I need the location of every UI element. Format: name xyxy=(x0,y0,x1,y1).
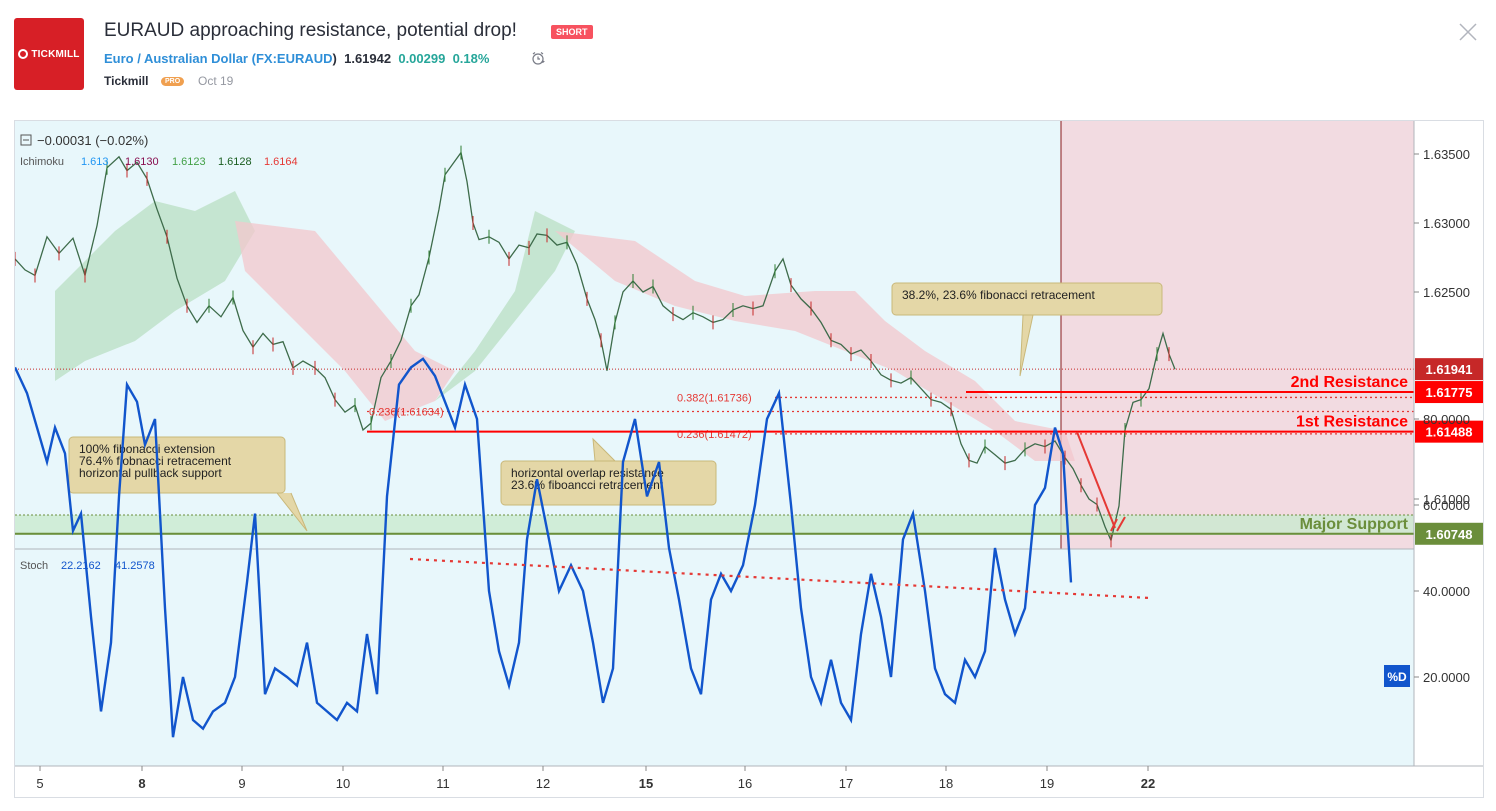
price-series xyxy=(14,151,1176,543)
chart-container[interactable]: 0.382(1.61736) 0.236(1.61634) 0.236(1.6147… xyxy=(13,120,1484,798)
stoch-tick-label: 80.0000 xyxy=(1423,412,1470,427)
callout-text-1-1: 38.2%, 23.6% fibonacci retracement xyxy=(902,288,1095,302)
projection-arrowhead xyxy=(1110,516,1126,532)
chart-canvas[interactable]: 0.382(1.61736)0.236(1.61634)0.236(1.6147… xyxy=(13,121,1483,797)
level-price-tag-1 xyxy=(1415,381,1483,404)
callout-pointer-2 xyxy=(592,437,616,462)
projection-arrow xyxy=(1076,431,1116,529)
idea-title: EURAUD approaching resistance, potential… xyxy=(104,20,517,41)
publish-date: Oct 19 xyxy=(198,74,234,88)
symbol-price: 1.61942 xyxy=(344,51,392,66)
logo-mark-icon xyxy=(18,49,29,59)
current-price-text: 1.61941 xyxy=(1426,362,1473,377)
symbol-change-pct: 0.18% xyxy=(452,51,490,66)
cloud-segment-3 xyxy=(435,211,575,401)
level-price-tag-3 xyxy=(1415,522,1483,545)
idea-header: TICKMILL EURAUD approaching resistance, … xyxy=(0,0,1496,118)
close-icon[interactable] xyxy=(1458,22,1478,42)
indicator-value-2: 1.6130 xyxy=(125,156,159,168)
cloud-segment-4 xyxy=(555,231,1075,461)
publisher-logo[interactable]: TICKMILL xyxy=(14,18,84,90)
stoch-line xyxy=(13,357,1073,738)
legend-stoch: Stoch 22.2162 41.2578 xyxy=(20,560,155,572)
alarm-clock-icon[interactable] xyxy=(531,51,545,65)
time-tick-label: 22 xyxy=(1141,776,1155,791)
time-tick-label: 10 xyxy=(336,776,350,791)
stoch-tick-label: 40.0000 xyxy=(1423,584,1470,599)
indicator-value-5: 1.6164 xyxy=(264,156,298,168)
symbol-code-open: ( xyxy=(251,51,256,66)
level-price-text-2: 1.61488 xyxy=(1426,425,1473,440)
stoch-tick-label: 60.0000 xyxy=(1423,498,1470,513)
axes-layer: 1.63500 1.63000 1.62500 1.61000 80.0000 60.00… xyxy=(36,147,1470,791)
time-tick-label: 9 xyxy=(238,776,245,791)
symbol-code-close: ) xyxy=(332,51,337,66)
symbol-code-link[interactable]: FX:EURAUD xyxy=(255,51,333,66)
price-tick-label: 1.62500 xyxy=(1423,285,1470,300)
symbol-line: Euro / Australian Dollar (FX:EURAUD) 1.6… xyxy=(104,51,489,66)
ichimoku-cloud xyxy=(55,191,1075,461)
time-tick-label: 11 xyxy=(436,776,450,791)
price-tick-label: 1.63000 xyxy=(1423,216,1470,231)
level-price-text-3: 1.60748 xyxy=(1426,527,1473,542)
time-tick-label: 5 xyxy=(36,776,43,791)
author-name[interactable]: Tickmill xyxy=(104,74,149,88)
symbol-name-link[interactable]: Euro / Australian Dollar xyxy=(104,51,248,66)
short-zone xyxy=(1061,121,1414,549)
callout-text-3-2: 76.4% fiobnacci retracement xyxy=(79,454,232,468)
stoch-value-k: 22.2162 xyxy=(61,560,101,572)
indicator-value-1: 1.613 xyxy=(81,156,109,168)
callout-text-2-1: horizontal overlap resistance xyxy=(511,466,664,480)
support-zone xyxy=(15,515,1414,535)
price-tick-label: 1.61000 xyxy=(1423,492,1470,507)
price-layer: 0.382(1.61736)0.236(1.61634)0.236(1.6147… xyxy=(14,145,1483,548)
collapse-legend-button[interactable] xyxy=(20,134,32,146)
level-price-tag-2 xyxy=(1415,420,1483,443)
time-tick-label: 16 xyxy=(738,776,752,791)
callout-pointer-1 xyxy=(1019,314,1034,377)
logo-text: TICKMILL xyxy=(31,48,80,60)
time-tick-label: 8 xyxy=(138,776,145,791)
time-tick-label: 17 xyxy=(839,776,853,791)
indicator-value-3: 1.6123 xyxy=(172,156,206,168)
level-name-1: 2nd Resistance xyxy=(1291,374,1408,391)
pro-badge: PRO xyxy=(161,77,185,86)
cloud-segment-2 xyxy=(235,221,455,421)
callout-pointer-3 xyxy=(276,492,308,532)
current-price-tag xyxy=(1415,358,1483,381)
level-name-3: Major Support xyxy=(1300,516,1409,533)
stoch-divergence-line xyxy=(409,557,1151,600)
stoch-layer: %D xyxy=(13,357,1410,738)
price-tick-label: 1.63500 xyxy=(1423,147,1470,162)
level-name-2: 1st Resistance xyxy=(1296,414,1408,431)
symbol-change: 0.00299 xyxy=(398,51,446,66)
time-tick-label: 18 xyxy=(939,776,953,791)
short-badge: SHORT xyxy=(551,25,593,39)
level-price-text-1: 1.61775 xyxy=(1426,385,1473,400)
callout-text-3-3: horizontal pullback support xyxy=(79,466,222,480)
fib-label-1: 0.382(1.61736) xyxy=(677,392,752,404)
cloud-segment-1 xyxy=(55,191,255,381)
stoch-value-d: 41.2578 xyxy=(115,560,155,572)
indicator-value-4: 1.6128 xyxy=(218,156,252,168)
stoch-name[interactable]: Stoch xyxy=(20,560,48,572)
time-tick-label: 15 xyxy=(639,776,653,791)
legend-main: −0.00031 (−0.02%) Ichimoku 1.613 1.6130 … xyxy=(20,133,298,168)
callout-text-3-1: 100% fibonacci extension xyxy=(79,442,215,456)
stoch-d-badge xyxy=(1384,665,1410,687)
time-tick-label: 12 xyxy=(536,776,550,791)
indicator-name[interactable]: Ichimoku xyxy=(20,156,64,168)
stoch-d-badge-text: %D xyxy=(1387,670,1407,684)
callout-box-1 xyxy=(891,282,1163,316)
callout-text-2-2: 23.6% fiboancci retracement xyxy=(511,478,664,492)
change-label: −0.00031 (−0.02%) xyxy=(37,133,148,148)
time-tick-label: 19 xyxy=(1040,776,1054,791)
stoch-tick-label: 20.0000 xyxy=(1423,670,1470,685)
fib-label-2: 0.236(1.61634) xyxy=(369,407,444,419)
